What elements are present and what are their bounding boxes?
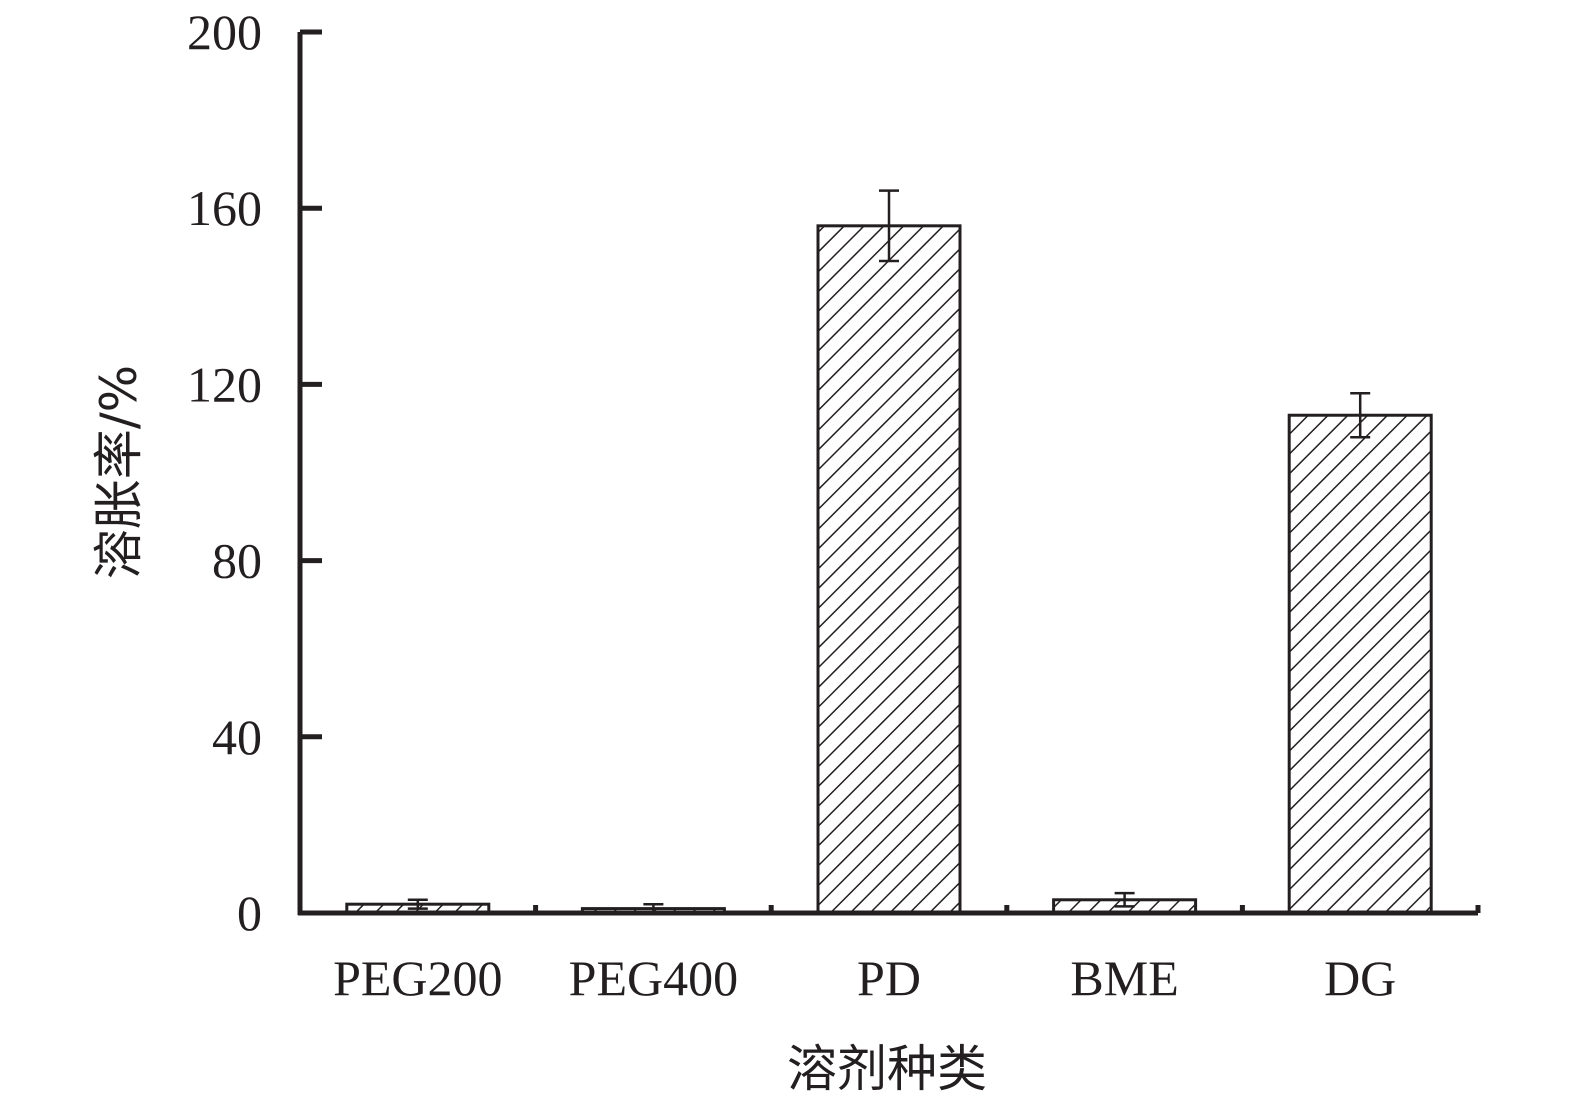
x-tick-label: PEG200 [333, 950, 502, 1006]
x-tick-label: DG [1324, 950, 1396, 1006]
y-tick-label: 200 [187, 4, 262, 60]
bar [1287, 413, 1433, 915]
y-tick-label: 0 [237, 885, 262, 941]
y-tick-label: 160 [187, 180, 262, 236]
x-tick-label: BME [1070, 950, 1178, 1006]
y-axis-tick-labels: 0 40 80 120 160 200 [187, 4, 262, 941]
x-axis-tick-labels: PEG200 PEG400 PD BME DG [333, 950, 1396, 1006]
x-tick-label: PEG400 [569, 950, 738, 1006]
y-tick-label: 80 [212, 533, 262, 589]
bar [816, 224, 962, 915]
x-axis-title: 溶剂种类 [787, 1040, 987, 1098]
y-tick-label: 40 [212, 709, 262, 765]
y-axis-title: 溶胀率/% [90, 365, 148, 579]
y-tick-label: 120 [187, 356, 262, 412]
bars [345, 224, 1433, 915]
y-axis-ticks [300, 29, 322, 916]
x-tick-label: PD [857, 950, 921, 1006]
